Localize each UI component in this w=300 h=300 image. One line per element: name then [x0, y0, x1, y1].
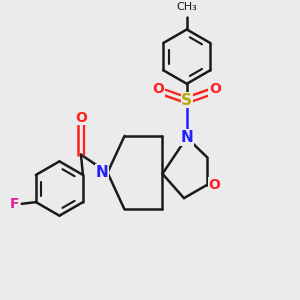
Text: F: F — [10, 197, 20, 211]
Text: CH₃: CH₃ — [176, 2, 197, 13]
Text: N: N — [180, 130, 193, 145]
Text: O: O — [208, 178, 220, 192]
Text: O: O — [75, 111, 87, 125]
Text: O: O — [153, 82, 164, 96]
Text: O: O — [209, 82, 221, 96]
Text: S: S — [181, 93, 192, 108]
Text: N: N — [95, 165, 108, 180]
